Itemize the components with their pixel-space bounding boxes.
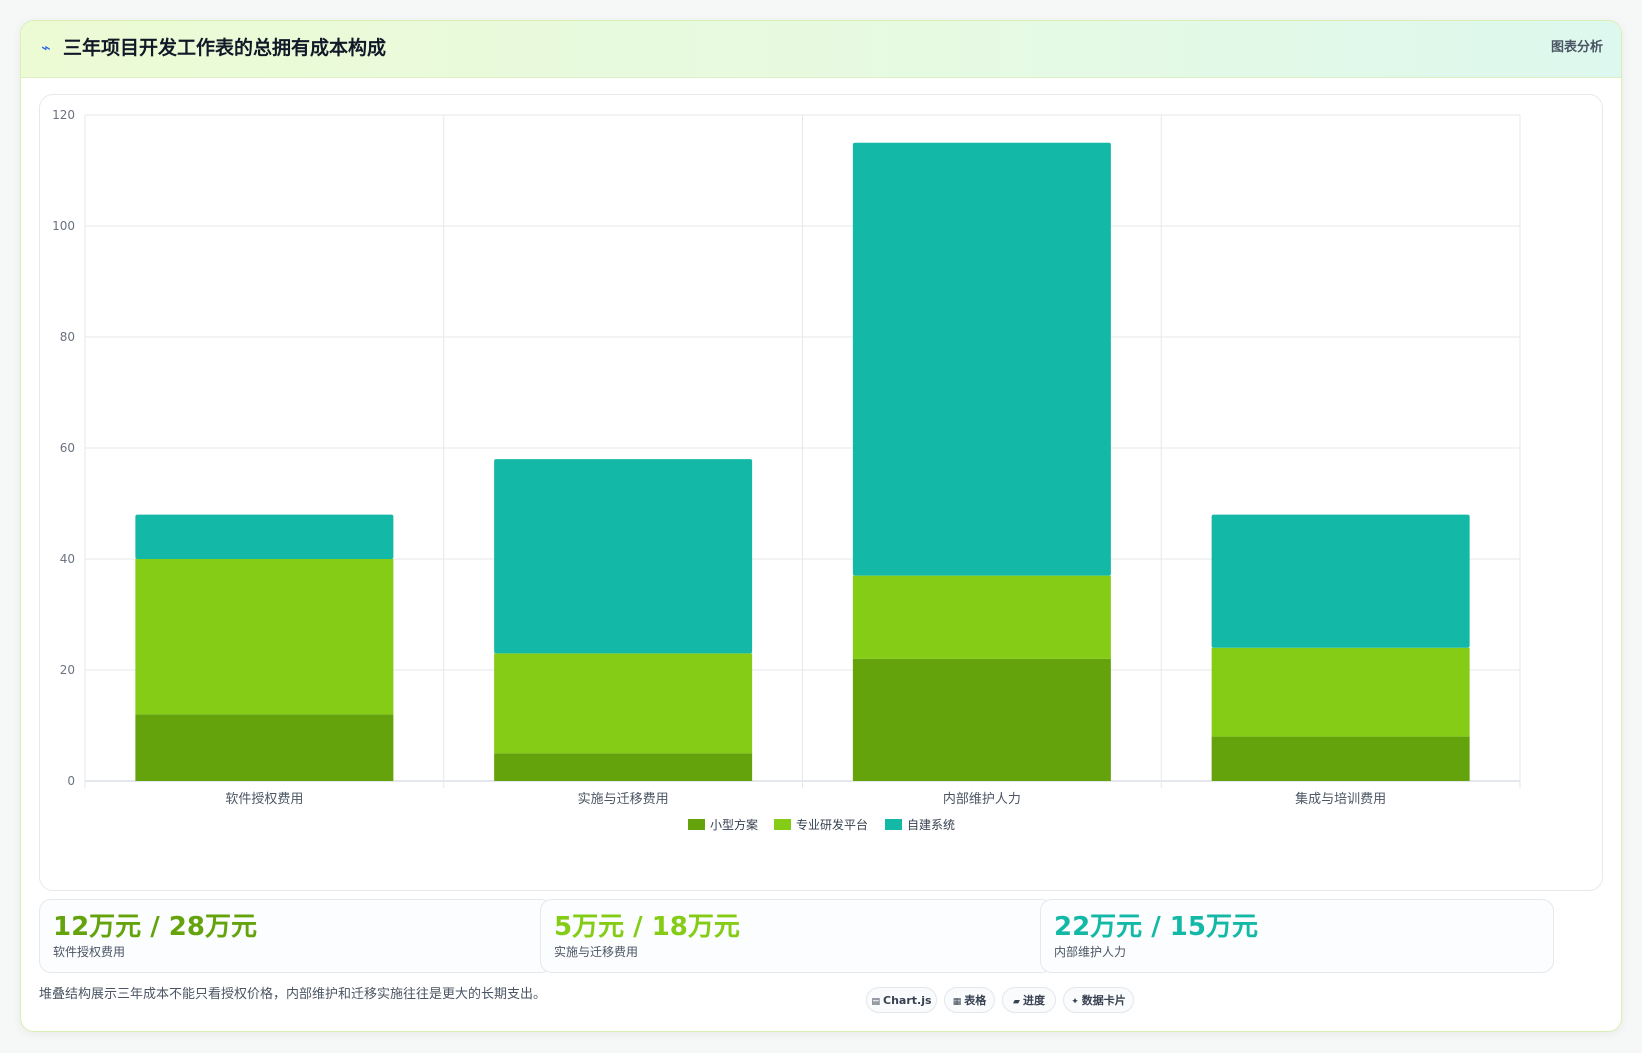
table-icon: ▦ bbox=[952, 997, 962, 1007]
bar-segment bbox=[852, 142, 1111, 576]
chart-card: ⌁ 三年项目开发工作表的总拥有成本构成 图表分析 0 20 40 60 80 100 120… bbox=[20, 20, 1622, 1032]
y-tick-label: 0 bbox=[67, 774, 75, 788]
x-tick-label: 实施与迁移费用 bbox=[578, 792, 669, 807]
bar-segment bbox=[1211, 514, 1470, 648]
bar-segment bbox=[135, 714, 394, 781]
stat-label: 软件授权费用 bbox=[53, 945, 126, 959]
header-tag: 图表分析 bbox=[1550, 40, 1603, 55]
bar-segment bbox=[852, 658, 1111, 781]
stat-card-1: 12万元 / 28万元 软件授权费用 bbox=[39, 899, 553, 973]
bar-segment bbox=[135, 559, 394, 715]
chip-progress[interactable]: ▰ 进度 bbox=[1002, 987, 1056, 1013]
legend-label: 自建系统 bbox=[907, 818, 955, 832]
stacked-bar-chart: 0 20 40 60 80 100 120 软件授权费用 实施与迁移费用 内部维护人力 集成与培训费… bbox=[52, 108, 1521, 832]
legend-label: 专业研发平台 bbox=[796, 817, 868, 832]
stat-value: 12万元 / 28万元 bbox=[53, 912, 257, 942]
x-tick-label: 软件授权费用 bbox=[225, 791, 303, 807]
y-tick-label: 40 bbox=[60, 552, 75, 566]
stat-label: 实施与迁移费用 bbox=[554, 945, 639, 959]
bar-segment bbox=[494, 653, 753, 754]
card-header: ⌁ 三年项目开发工作表的总拥有成本构成 图表分析 bbox=[21, 21, 1621, 78]
chart-icon: ▤ bbox=[871, 997, 880, 1007]
bar-segment bbox=[494, 459, 753, 654]
x-tick-label: 内部维护人力 bbox=[943, 791, 1021, 807]
y-tick-label: 100 bbox=[52, 219, 75, 233]
x-tick-label: 集成与培训费用 bbox=[1295, 791, 1386, 807]
page-title: 三年项目开发工作表的总拥有成本构成 bbox=[63, 37, 387, 59]
y-tick-label: 20 bbox=[60, 663, 75, 677]
chart-line-icon: ⌁ bbox=[41, 38, 51, 57]
chip-label: 表格 bbox=[964, 994, 987, 1007]
legend-swatch bbox=[774, 819, 791, 830]
sparkle-icon: ✦ bbox=[1071, 997, 1079, 1007]
bar-segment bbox=[852, 575, 1111, 659]
legend-label: 小型方案 bbox=[710, 817, 758, 832]
chip-label: 进度 bbox=[1022, 994, 1045, 1007]
stat-card-3: 22万元 / 15万元 内部维护人力 bbox=[1040, 899, 1554, 973]
stat-card-2: 5万元 / 18万元 实施与迁移费用 bbox=[540, 899, 1054, 973]
chip-table[interactable]: ▦ 表格 bbox=[944, 987, 995, 1013]
chip-label: 数据卡片 bbox=[1081, 994, 1126, 1007]
stat-value: 5万元 / 18万元 bbox=[554, 912, 740, 942]
bar-segment bbox=[1211, 736, 1470, 781]
legend-swatch bbox=[885, 819, 902, 830]
y-tick-label: 80 bbox=[60, 330, 75, 344]
bar-segment bbox=[135, 514, 394, 559]
footnote: 堆叠结构展示三年成本不能只看授权价格，内部维护和迁移实施往往是更大的长期支出。 bbox=[39, 987, 547, 1002]
chip-chartjs[interactable]: ▤ Chart.js bbox=[866, 987, 937, 1013]
stat-label: 内部维护人力 bbox=[1054, 945, 1127, 959]
y-tick-label: 120 bbox=[52, 108, 75, 122]
chip-label: Chart.js bbox=[883, 994, 932, 1007]
legend-swatch bbox=[688, 819, 705, 830]
chip-data-card[interactable]: ✦ 数据卡片 bbox=[1063, 987, 1134, 1013]
progress-icon: ▰ bbox=[1013, 997, 1020, 1007]
y-tick-label: 60 bbox=[60, 441, 75, 455]
chart-container: 0 20 40 60 80 100 120 软件授权费用 实施与迁移费用 内部维护人力 集成与培训费… bbox=[39, 94, 1603, 891]
bar-segment bbox=[494, 753, 753, 781]
bar-segment bbox=[1211, 647, 1470, 737]
stat-value: 22万元 / 15万元 bbox=[1054, 912, 1258, 942]
